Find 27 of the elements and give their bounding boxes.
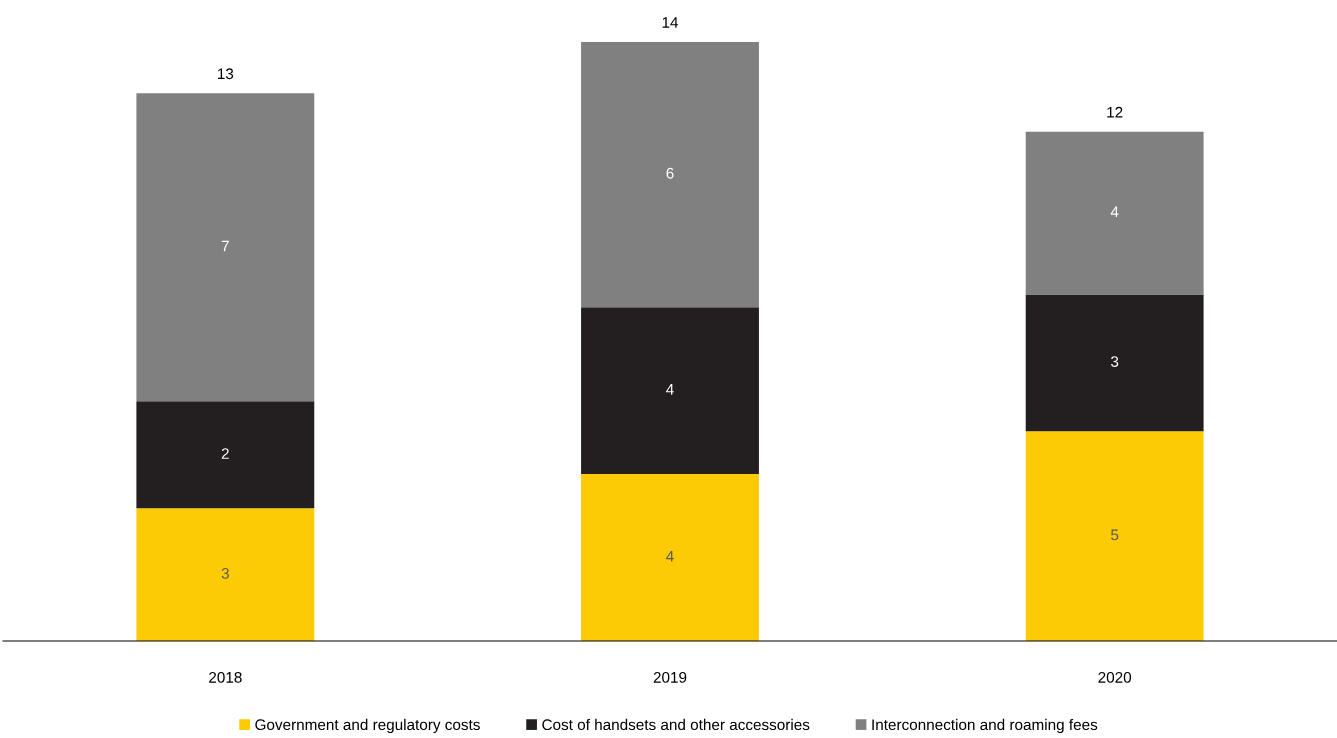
data-label: 4 — [666, 384, 674, 395]
legend-label: Government and regulatory costs — [255, 718, 480, 734]
data-label: 3 — [1111, 356, 1119, 367]
bar — [1025, 131, 1204, 295]
x-tick-label: 2018 — [209, 671, 242, 683]
data-label: 5 — [1111, 529, 1119, 541]
bar — [136, 401, 315, 509]
bar — [581, 474, 759, 641]
bar — [1025, 294, 1204, 432]
data-label: 4 — [666, 551, 674, 562]
data-label: 2 — [221, 448, 229, 459]
total-label: 13 — [218, 68, 234, 80]
bar — [1025, 431, 1204, 641]
data-label: 6 — [666, 167, 674, 179]
bar — [136, 508, 315, 641]
x-tick-label: 2020 — [1098, 671, 1132, 683]
data-label: 4 — [1110, 206, 1119, 218]
legend-label: Cost of handsets and other accessories — [542, 718, 810, 731]
bar — [581, 41, 759, 308]
legend-label: Interconnection and roaming fees — [872, 718, 1098, 734]
data-label: 7 — [221, 240, 229, 252]
data-label: 3 — [221, 567, 229, 579]
x-tick-label: 2019 — [653, 671, 687, 683]
total-label: 12 — [1107, 106, 1123, 118]
total-label: 14 — [662, 17, 679, 28]
bar — [136, 93, 315, 402]
bar — [581, 307, 759, 475]
